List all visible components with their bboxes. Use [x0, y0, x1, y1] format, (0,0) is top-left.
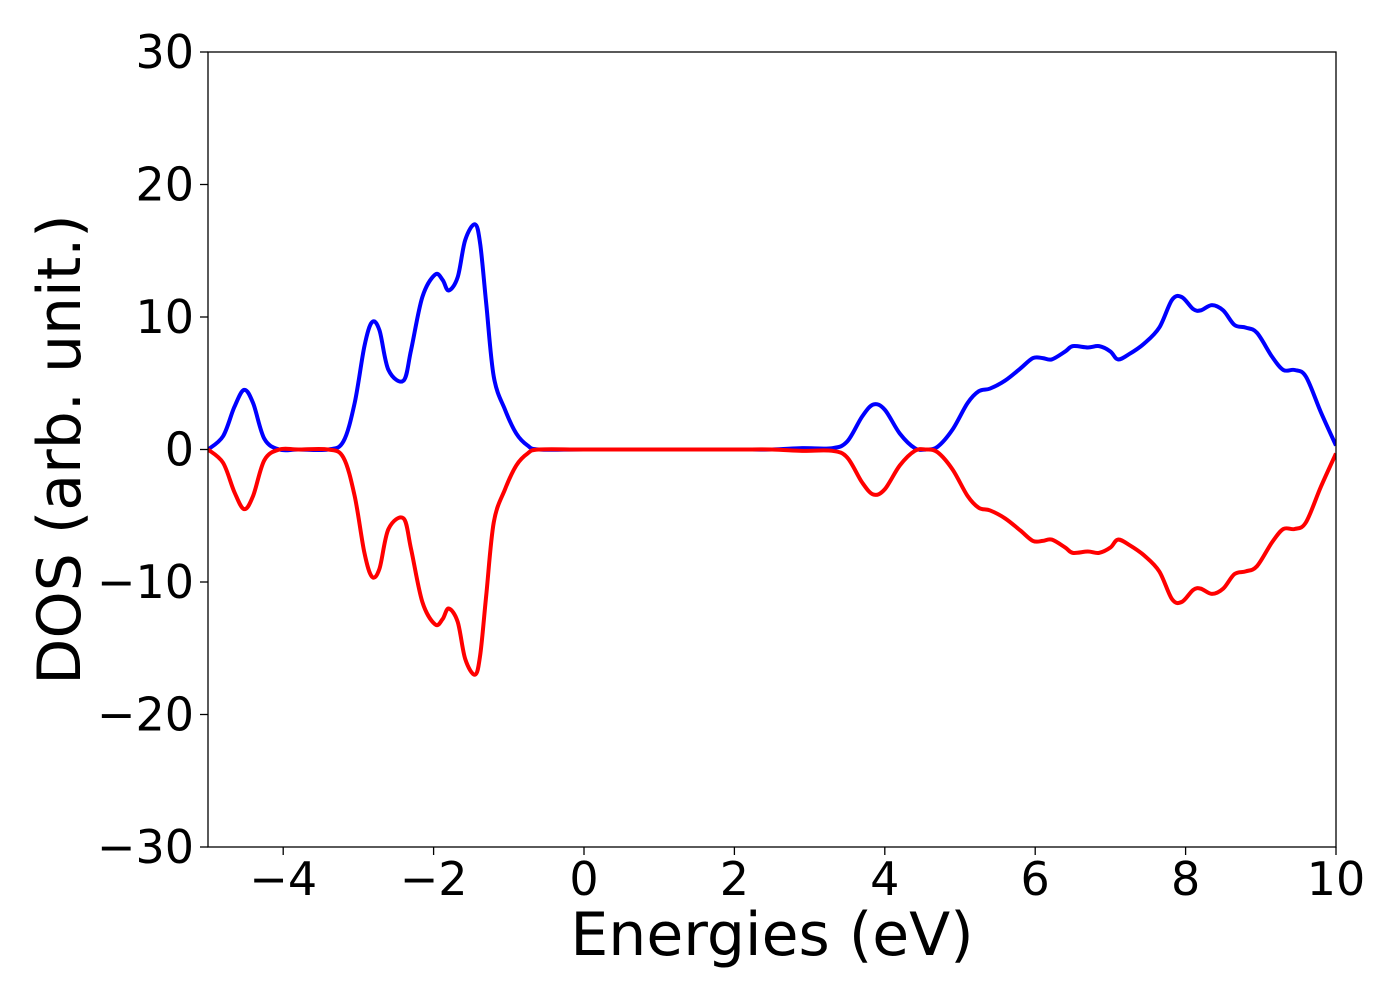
series-line-2: [208, 446, 1336, 677]
x-tick-label: −4: [249, 852, 317, 906]
y-tick-label: 30: [135, 25, 194, 79]
y-axis-title: DOS (arb. unit.): [25, 214, 95, 684]
x-tick-label: 2: [720, 852, 749, 906]
x-tick-label: −2: [400, 852, 468, 906]
y-axis-ticks: −30 −20 −10 0 10 20 30: [97, 25, 208, 874]
y-tick-label: −20: [97, 688, 194, 742]
x-tick-label: 6: [1021, 852, 1050, 906]
x-tick-label: 4: [870, 852, 899, 906]
y-tick-label: −10: [97, 555, 194, 609]
x-axis-ticks: −4 −2 0 2 4 6 8 10: [249, 847, 1365, 906]
y-tick-label: 10: [135, 290, 194, 344]
series-layer: [208, 222, 1336, 677]
x-tick-label: 10: [1307, 852, 1366, 906]
x-tick-label: 8: [1171, 852, 1200, 906]
x-tick-label: 0: [569, 852, 598, 906]
y-tick-label: −30: [97, 820, 194, 874]
series-line-1: [208, 222, 1336, 453]
y-tick-label: 0: [165, 423, 194, 477]
y-tick-label: 20: [135, 158, 194, 212]
x-axis-title: Energies (eV): [570, 900, 973, 970]
